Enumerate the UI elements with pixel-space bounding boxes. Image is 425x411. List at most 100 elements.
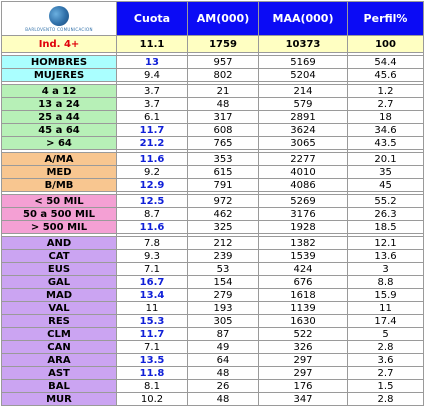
cell-am: 87 bbox=[187, 327, 259, 341]
separator-cell bbox=[347, 233, 424, 237]
table-row: A/MA 11.6 353 2277 20.1 bbox=[1, 152, 424, 166]
table-row: MED 9.2 615 4010 35 bbox=[1, 165, 424, 179]
row-label: A/MA bbox=[1, 152, 117, 166]
table-row: BAL 8.1 26 176 1.5 bbox=[1, 379, 424, 393]
cell-perfil: 11 bbox=[347, 301, 424, 315]
cell-cuota: 9.4 bbox=[116, 68, 188, 82]
cell-perfil: 12.1 bbox=[347, 236, 424, 250]
cell-cuota: 6.1 bbox=[116, 110, 188, 124]
cell-perfil: 17.4 bbox=[347, 314, 424, 328]
column-header-am: AM(000) bbox=[187, 1, 259, 36]
cell-cuota: 12.9 bbox=[116, 178, 188, 192]
cell-perfil: 5 bbox=[347, 327, 424, 341]
separator-cell bbox=[347, 52, 424, 56]
cell-cuota: 3.7 bbox=[116, 97, 188, 111]
cell-cuota: 3.7 bbox=[116, 84, 188, 98]
separator-cell bbox=[347, 191, 424, 195]
group-separator bbox=[1, 81, 424, 85]
row-label: > 64 bbox=[1, 136, 117, 150]
table-row: EUS 7.1 53 424 3 bbox=[1, 262, 424, 276]
cell-am: 193 bbox=[187, 301, 259, 315]
cell-maa: 5169 bbox=[258, 55, 348, 69]
cell-am: 154 bbox=[187, 275, 259, 289]
row-label: MUR bbox=[1, 392, 117, 406]
cell-maa: 3624 bbox=[258, 123, 348, 137]
row-label: RES bbox=[1, 314, 117, 328]
table-row: ARA 13.5 64 297 3.6 bbox=[1, 353, 424, 367]
total-am: 1759 bbox=[187, 35, 259, 53]
cell-am: 48 bbox=[187, 366, 259, 380]
cell-cuota: 9.2 bbox=[116, 165, 188, 179]
table-row: MAD 13.4 279 1618 15.9 bbox=[1, 288, 424, 302]
cell-am: 317 bbox=[187, 110, 259, 124]
cell-perfil: 3.6 bbox=[347, 353, 424, 367]
cell-maa: 579 bbox=[258, 97, 348, 111]
cell-perfil: 2.8 bbox=[347, 392, 424, 406]
cell-am: 26 bbox=[187, 379, 259, 393]
cell-cuota: 10.2 bbox=[116, 392, 188, 406]
cell-maa: 5269 bbox=[258, 194, 348, 208]
cell-maa: 1618 bbox=[258, 288, 348, 302]
cell-cuota: 8.1 bbox=[116, 379, 188, 393]
cell-maa: 214 bbox=[258, 84, 348, 98]
cell-maa: 1539 bbox=[258, 249, 348, 263]
column-header-perfil: Perfil% bbox=[347, 1, 424, 36]
cell-maa: 1928 bbox=[258, 220, 348, 234]
table-row: 25 a 44 6.1 317 2891 18 bbox=[1, 110, 424, 124]
row-label: CLM bbox=[1, 327, 117, 341]
cell-cuota: 13.4 bbox=[116, 288, 188, 302]
cell-maa: 326 bbox=[258, 340, 348, 354]
table-row: RES 15.3 305 1630 17.4 bbox=[1, 314, 424, 328]
table-row: CAN 7.1 49 326 2.8 bbox=[1, 340, 424, 354]
cell-perfil: 35 bbox=[347, 165, 424, 179]
cell-perfil: 8.8 bbox=[347, 275, 424, 289]
table-row: > 500 MIL 11.6 325 1928 18.5 bbox=[1, 220, 424, 234]
cell-maa: 5204 bbox=[258, 68, 348, 82]
cell-cuota: 12.5 bbox=[116, 194, 188, 208]
cell-maa: 2277 bbox=[258, 152, 348, 166]
cell-am: 279 bbox=[187, 288, 259, 302]
table-row: > 64 21.2 765 3065 43.5 bbox=[1, 136, 424, 150]
row-label: 45 a 64 bbox=[1, 123, 117, 137]
row-label: CAT bbox=[1, 249, 117, 263]
cell-maa: 522 bbox=[258, 327, 348, 341]
cell-am: 49 bbox=[187, 340, 259, 354]
cell-perfil: 2.7 bbox=[347, 366, 424, 380]
table-row: 13 a 24 3.7 48 579 2.7 bbox=[1, 97, 424, 111]
group-separator bbox=[1, 191, 424, 195]
table-row: AST 11.8 48 297 2.7 bbox=[1, 366, 424, 380]
cell-cuota: 11 bbox=[116, 301, 188, 315]
cell-maa: 1382 bbox=[258, 236, 348, 250]
cell-am: 802 bbox=[187, 68, 259, 82]
cell-maa: 1630 bbox=[258, 314, 348, 328]
total-row: Ind. 4+ 11.1 1759 10373 100 bbox=[1, 35, 424, 53]
table-row: 4 a 12 3.7 21 214 1.2 bbox=[1, 84, 424, 98]
cell-am: 21 bbox=[187, 84, 259, 98]
cell-cuota: 16.7 bbox=[116, 275, 188, 289]
cell-cuota: 9.3 bbox=[116, 249, 188, 263]
barlovento-logo-icon bbox=[49, 5, 69, 26]
row-label: 4 a 12 bbox=[1, 84, 117, 98]
table-row: HOMBRES 13 957 5169 54.4 bbox=[1, 55, 424, 69]
cell-am: 462 bbox=[187, 207, 259, 221]
cell-maa: 1139 bbox=[258, 301, 348, 315]
row-label: GAL bbox=[1, 275, 117, 289]
cell-cuota: 11.6 bbox=[116, 152, 188, 166]
cell-maa: 297 bbox=[258, 353, 348, 367]
row-label: AND bbox=[1, 236, 117, 250]
cell-perfil: 18.5 bbox=[347, 220, 424, 234]
cell-am: 957 bbox=[187, 55, 259, 69]
cell-am: 325 bbox=[187, 220, 259, 234]
group-separator bbox=[1, 233, 424, 237]
separator-cell bbox=[347, 149, 424, 153]
cell-am: 64 bbox=[187, 353, 259, 367]
table-row: 50 a 500 MIL 8.7 462 3176 26.3 bbox=[1, 207, 424, 221]
cell-cuota: 13.5 bbox=[116, 353, 188, 367]
cell-perfil: 26.3 bbox=[347, 207, 424, 221]
cell-cuota: 7.8 bbox=[116, 236, 188, 250]
cell-maa: 347 bbox=[258, 392, 348, 406]
row-label: 50 a 500 MIL bbox=[1, 207, 117, 221]
cell-perfil: 15.9 bbox=[347, 288, 424, 302]
cell-am: 48 bbox=[187, 392, 259, 406]
cell-am: 239 bbox=[187, 249, 259, 263]
